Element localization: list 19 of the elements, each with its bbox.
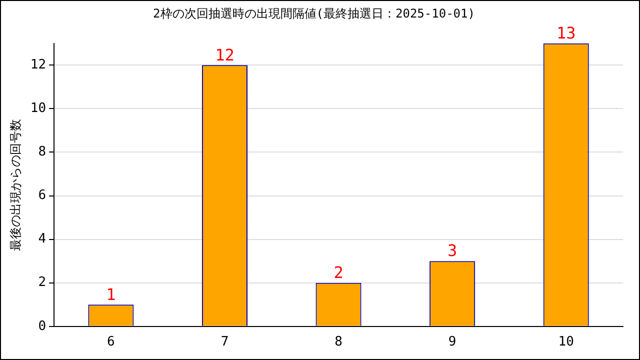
data-label: 3 — [447, 241, 458, 260]
y-tick-label: 8 — [38, 144, 46, 160]
y-tick-label: 10 — [30, 101, 46, 116]
x-tick-label: 6 — [107, 334, 115, 350]
data-label: 13 — [556, 24, 576, 43]
data-label: 2 — [334, 263, 344, 282]
x-tick-label: 9 — [448, 334, 456, 350]
y-tick-label: 4 — [38, 232, 46, 247]
y-axis-title: 最後の出現からの回号数 — [8, 118, 22, 251]
y-tick-label: 6 — [38, 188, 46, 204]
chart-title: 2枠の次回抽選時の出現間隔値(最終抽選日：2025-10-01) — [153, 6, 475, 20]
x-tick-label: 10 — [558, 334, 574, 350]
y-tick-label: 2 — [38, 275, 46, 290]
data-label: 1 — [106, 284, 116, 304]
y-tick-label: 12 — [30, 58, 46, 73]
data-label: 12 — [215, 45, 234, 64]
x-tick-label: 7 — [220, 334, 229, 350]
y-tick-label: 0 — [38, 318, 46, 334]
x-tick-label: 8 — [334, 334, 342, 350]
